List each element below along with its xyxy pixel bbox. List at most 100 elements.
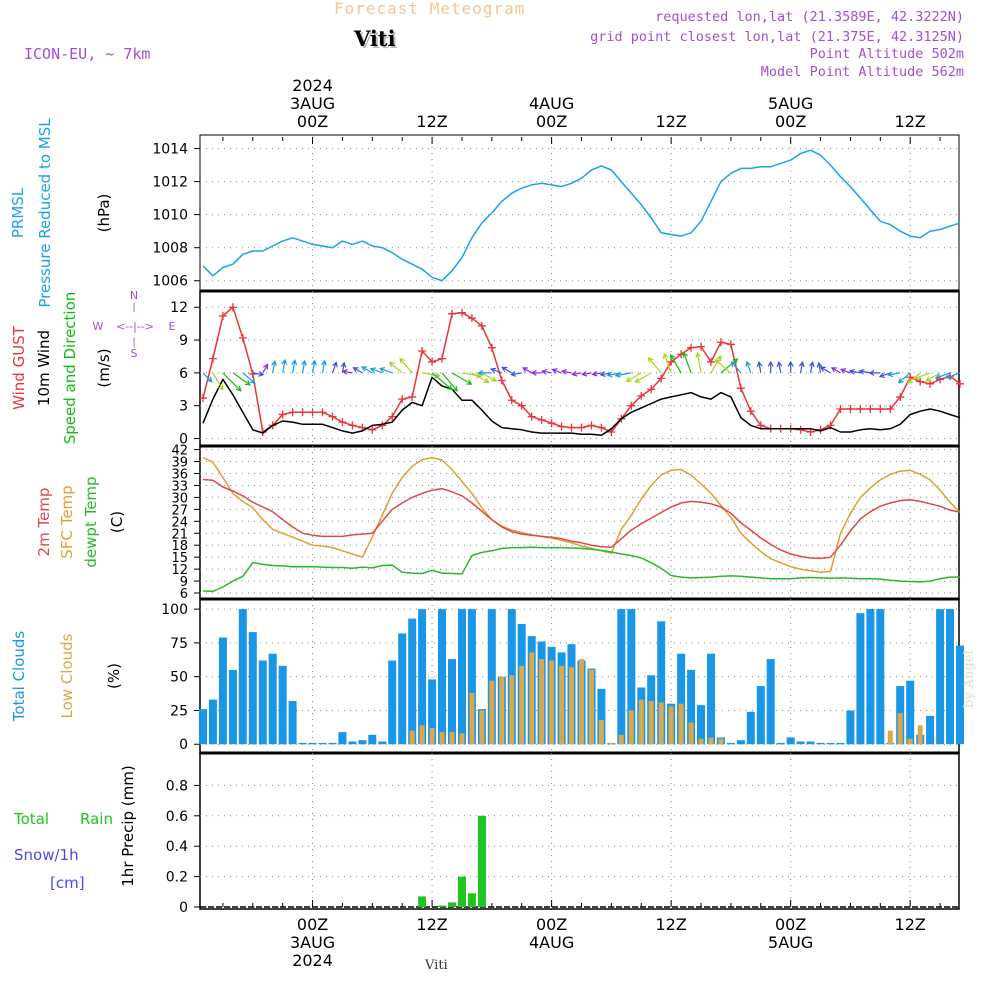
gust-marker xyxy=(218,311,227,320)
gust-marker xyxy=(955,379,964,388)
wind-direction-arrow xyxy=(222,372,242,392)
low-clouds-bar xyxy=(429,728,435,745)
wind-direction-arrow xyxy=(291,359,298,374)
total-clouds-bar xyxy=(786,737,795,745)
total-clouds-bar xyxy=(238,609,247,745)
wind-direction-arrow xyxy=(767,360,774,373)
clouds-ytick-label: 100 xyxy=(161,602,188,618)
wind-direction-arrow xyxy=(830,367,841,374)
temp-2m-line xyxy=(202,478,961,560)
low-clouds-bar xyxy=(907,738,913,745)
gust-marker xyxy=(448,309,457,318)
wind-direction-arrow xyxy=(647,356,662,374)
wind-direction-arrow xyxy=(202,372,213,383)
low-clouds-bar xyxy=(459,733,465,745)
y-axis-label: (%) xyxy=(105,663,123,689)
gust-marker xyxy=(736,384,745,393)
wind-direction-arrow xyxy=(878,372,891,378)
rain-bar xyxy=(458,876,466,907)
total-clouds-bar xyxy=(428,679,437,745)
gust-marker xyxy=(457,308,466,317)
wind-direction-arrow xyxy=(281,358,288,374)
low-clouds-bar xyxy=(569,667,574,745)
low-clouds-bar xyxy=(519,665,525,745)
wind-direction-arrow xyxy=(839,368,851,374)
total-clouds-bar xyxy=(826,742,835,745)
gust-marker xyxy=(318,408,327,417)
wind-direction-arrow xyxy=(756,360,763,374)
total-clouds-bar xyxy=(218,637,227,745)
low-clouds-bar xyxy=(479,710,485,745)
wind-direction-arrow xyxy=(560,369,572,375)
compass-line: | xyxy=(132,337,135,348)
gust-marker xyxy=(527,412,536,421)
total-clouds-bar xyxy=(707,653,715,745)
precip-ytick-label: 0.4 xyxy=(166,839,188,855)
total-clouds-bar xyxy=(856,613,865,745)
precip-ytick-label: 0.6 xyxy=(166,809,188,825)
pressure-panel-frame xyxy=(199,134,960,292)
pressure-ytick-label: 1010 xyxy=(152,208,188,224)
wind-direction-arrow xyxy=(341,369,353,375)
wind-direction-arrow xyxy=(670,353,682,374)
total-clouds-bar xyxy=(248,632,257,745)
footer-location: Viti xyxy=(425,958,448,973)
wind-direction-arrow xyxy=(331,361,338,374)
pressure-ytick-label: 1008 xyxy=(152,241,188,257)
total-clouds-bar xyxy=(378,741,387,745)
requested-coords: requested lon,lat (21.3589E, 42.3222N) xyxy=(655,9,964,25)
legend-snow: Snow/1h xyxy=(14,846,79,864)
low-clouds-bar xyxy=(489,680,495,745)
total-clouds-bar xyxy=(268,653,277,745)
wind-direction-arrow xyxy=(352,367,363,374)
total-clouds-bar xyxy=(906,680,915,745)
gust-marker xyxy=(726,340,735,349)
low-clouds-bar xyxy=(887,730,893,745)
total-clouds-bar xyxy=(876,609,885,745)
gust-marker xyxy=(906,373,915,382)
gust-marker xyxy=(338,418,347,427)
wind-direction-arrow xyxy=(798,360,805,374)
low-clouds-bar xyxy=(579,659,584,745)
total-clouds-bar xyxy=(627,609,636,745)
wind-direction-arrow xyxy=(490,367,503,374)
gust-marker xyxy=(846,404,855,413)
wind-direction-arrow xyxy=(311,359,317,374)
top-time-label: 00Z xyxy=(775,112,806,131)
gust-marker xyxy=(567,423,576,432)
gust-marker xyxy=(198,394,207,403)
rain-bar xyxy=(477,815,486,907)
total-clouds-bar xyxy=(448,659,456,745)
wind-speed-line xyxy=(202,376,961,436)
wind-direction-arrow xyxy=(695,351,702,374)
pressure-ytick-label: 1006 xyxy=(152,274,188,290)
wind-direction-arrow xyxy=(388,361,403,374)
low-clouds-bar xyxy=(648,701,654,745)
wind-direction-arrow xyxy=(262,363,269,374)
total-clouds-bar xyxy=(467,609,476,745)
gust-marker xyxy=(866,404,875,413)
total-clouds-bar xyxy=(746,711,755,745)
bottom-time-label: 2024 xyxy=(292,951,333,970)
legend-unit: [cm] xyxy=(50,874,85,892)
total-clouds-bar xyxy=(318,742,327,745)
total-clouds-bar xyxy=(677,653,686,745)
compass-arrows: <--|--> xyxy=(116,320,154,333)
legend-rain: Rain xyxy=(80,810,113,828)
temperature-ytick-label: 9 xyxy=(180,575,188,590)
wind-direction-arrow xyxy=(510,371,522,377)
top-time-label: 12Z xyxy=(655,112,686,131)
gust-marker xyxy=(557,422,566,431)
total-clouds-bar xyxy=(697,705,705,745)
y-axis-label: SFC Temp xyxy=(58,485,76,558)
wind-direction-arrow xyxy=(662,352,672,374)
pressure-ytick-label: 1012 xyxy=(152,175,188,191)
low-clouds-bar xyxy=(658,702,664,745)
grid-point-coords: grid point closest lon,lat (21.375E, 42.… xyxy=(590,29,964,45)
wind-ytick-label: 0 xyxy=(179,432,188,448)
gust-marker xyxy=(637,391,646,400)
low-clouds-bar xyxy=(598,719,604,745)
gust-marker xyxy=(398,395,407,404)
temperature-ytick-label: 18 xyxy=(171,539,188,554)
